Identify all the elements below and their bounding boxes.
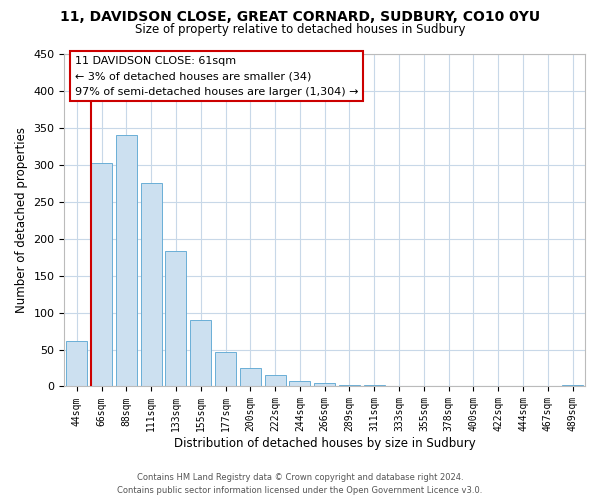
Bar [190,320,211,386]
Bar [364,385,385,386]
Bar [140,184,162,386]
Bar [314,383,335,386]
Text: Size of property relative to detached houses in Sudbury: Size of property relative to detached ho… [135,22,465,36]
Bar [240,368,261,386]
Bar [562,385,583,386]
Bar [116,136,137,386]
Bar [289,380,310,386]
X-axis label: Distribution of detached houses by size in Sudbury: Distribution of detached houses by size … [174,437,476,450]
Bar [166,250,187,386]
Bar [265,374,286,386]
Bar [339,385,360,386]
Y-axis label: Number of detached properties: Number of detached properties [15,127,28,313]
Text: 11 DAVIDSON CLOSE: 61sqm
← 3% of detached houses are smaller (34)
97% of semi-de: 11 DAVIDSON CLOSE: 61sqm ← 3% of detache… [75,56,358,97]
Bar [66,340,88,386]
Text: Contains HM Land Registry data © Crown copyright and database right 2024.
Contai: Contains HM Land Registry data © Crown c… [118,474,482,495]
Bar [91,164,112,386]
Bar [215,352,236,386]
Text: 11, DAVIDSON CLOSE, GREAT CORNARD, SUDBURY, CO10 0YU: 11, DAVIDSON CLOSE, GREAT CORNARD, SUDBU… [60,10,540,24]
